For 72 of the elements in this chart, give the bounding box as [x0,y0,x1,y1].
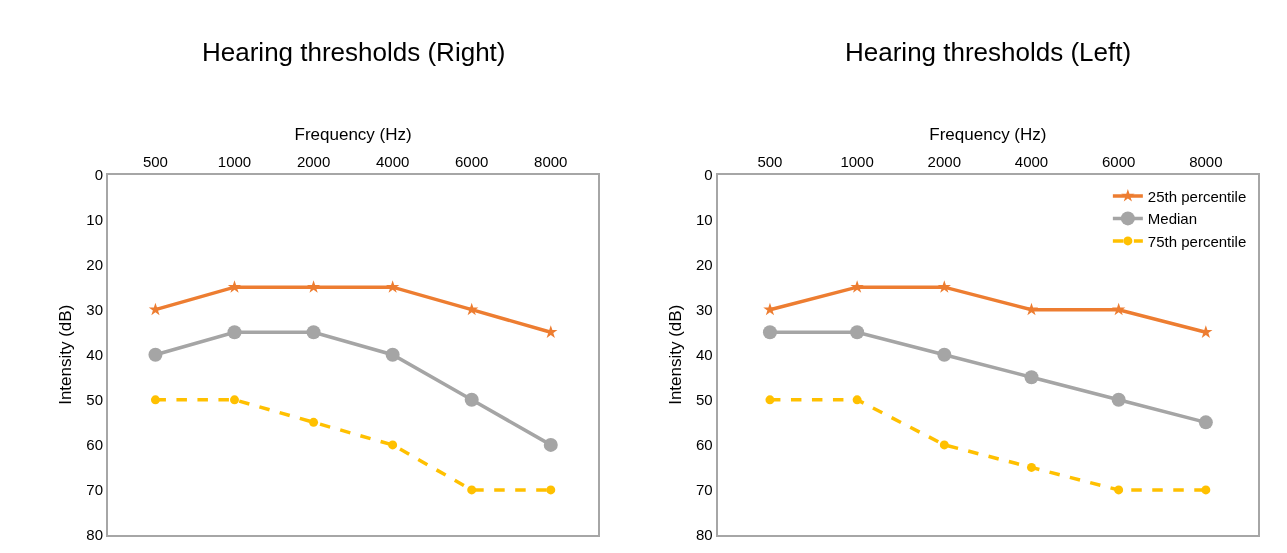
y-tick-label: 20 [695,255,713,273]
x-tick-label: 4000 [1014,152,1049,170]
point [1026,462,1036,472]
legend-label: 75th percentile [1147,232,1247,250]
y-tick-label: 40 [86,346,103,363]
x-tick-label: 8000 [534,152,568,170]
y-tick-label: 0 [704,165,713,183]
x-tick-label: 2000 [927,152,961,170]
point [464,392,479,407]
point [385,347,400,362]
point [306,280,321,293]
point [230,395,239,405]
x-tick-label: 4000 [375,152,410,170]
point [1024,370,1039,385]
x-tick-label: 2000 [296,152,331,170]
point [937,280,951,293]
y-tick-label: 10 [86,210,103,228]
point [937,347,952,362]
point [385,280,400,293]
point [1111,302,1126,316]
point [148,347,163,362]
y-tick-label: 80 [695,526,713,544]
x-axis-title: Frequency (Hz) [294,124,412,144]
point [850,325,865,340]
y-tick-label: 30 [86,300,103,318]
x-tick-label: 6000 [1101,152,1136,170]
point [150,395,160,405]
point [1111,392,1126,407]
y-tick-label: 60 [695,436,713,454]
point [465,302,479,316]
point [1201,485,1211,495]
y-tick-label: 0 [94,165,103,183]
y-tick-label: 60 [86,436,103,454]
point [544,325,558,338]
y-axis-title: Intensity (dB) [666,304,685,405]
y-tick-label: 50 [86,391,103,409]
y-tick-label: 70 [86,481,103,499]
point [543,437,558,452]
point [762,325,777,340]
point [765,395,775,405]
x-tick-label: 1000 [840,152,874,170]
legend-label: Median [1147,210,1198,228]
y-tick-label: 40 [695,346,713,363]
point [1199,325,1213,338]
point [227,325,242,340]
point [309,417,319,427]
point [227,280,242,293]
chart-title: Hearing thresholds (Right) [202,37,506,67]
x-tick-label: 500 [757,152,783,170]
point [306,325,321,340]
y-tick-label: 50 [695,391,713,409]
y-tick-label: 30 [695,300,713,318]
point [388,440,398,450]
point [1114,485,1124,495]
x-axis-title: Frequency (Hz) [929,124,1047,144]
y-tick-label: 20 [86,255,103,273]
point [850,280,864,293]
point [546,485,556,495]
y-axis-title: Intensity (dB) [56,304,76,405]
x-tick-label: 1000 [217,152,252,170]
y-tick-label: 80 [86,526,103,544]
chart-title: Hearing thresholds (Left) [845,37,1132,67]
legend-label: 25th percentile [1147,187,1247,205]
x-tick-label: 8000 [1189,152,1223,170]
point [467,485,477,495]
y-tick-label: 10 [695,210,713,228]
y-tick-label: 70 [695,481,713,499]
point [939,440,949,450]
point [852,395,862,405]
point [1198,415,1213,430]
x-tick-label: 6000 [455,152,489,170]
x-tick-label: 500 [142,152,168,170]
